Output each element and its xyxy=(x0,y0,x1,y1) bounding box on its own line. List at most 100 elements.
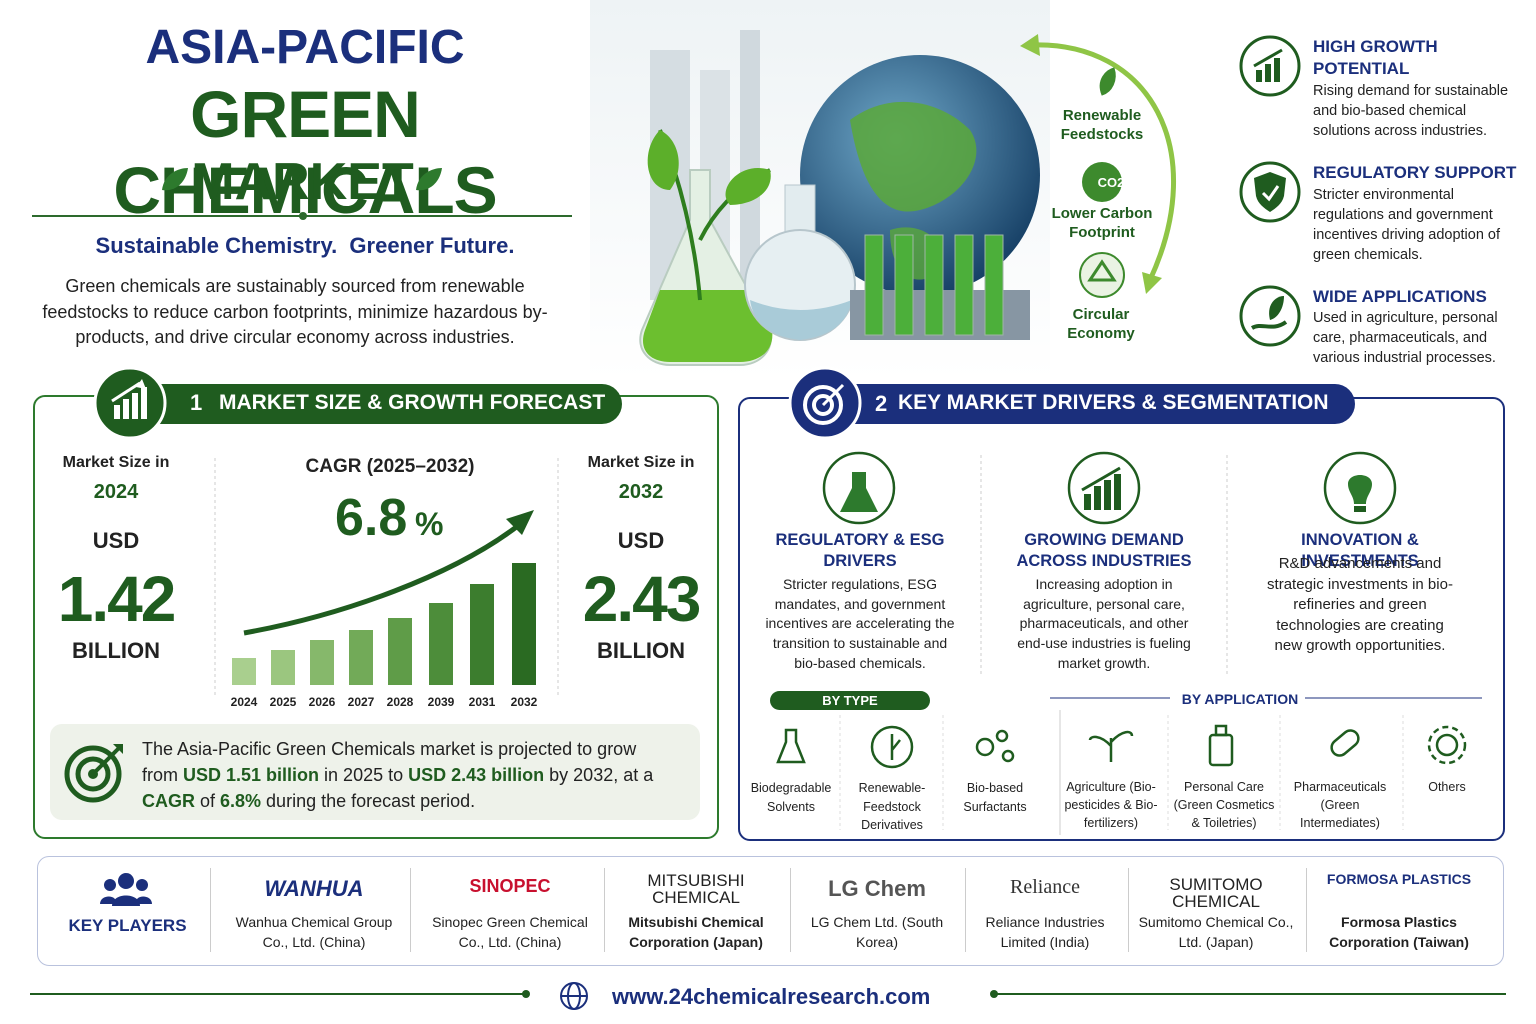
start-value: 1.42 xyxy=(57,563,177,635)
year-label: 2031 xyxy=(468,695,496,709)
summary-highlight: CAGR xyxy=(142,791,195,811)
title-line3: MARKET xyxy=(191,153,414,211)
highlight-text: Stricter environmental regulations and g… xyxy=(1313,187,1501,263)
end-unit: BILLION xyxy=(597,638,685,663)
summary-segment: The Asia-Pacific Green Chemicals market … xyxy=(142,739,637,785)
year-label: 2028 xyxy=(386,695,414,709)
type-label: Biodegradable Solvents xyxy=(750,781,832,814)
end-year: 2032 xyxy=(618,481,664,503)
co2-icon-text: CO2 xyxy=(1097,175,1125,190)
section2-header-bar xyxy=(845,384,1355,424)
player-logo: MITSUBISHI CHEMICAL xyxy=(647,871,745,907)
cagr-unit: % xyxy=(415,506,444,542)
section2-number: 2 xyxy=(875,391,888,416)
summary-text: The Asia-Pacific Green Chemicals market … xyxy=(142,736,662,814)
player-caption: Mitsubishi Chemical Corporation (Japan) xyxy=(628,914,764,950)
by-type-label: BY TYPE xyxy=(770,691,930,710)
segment-layout xyxy=(776,697,1482,835)
player-separator xyxy=(790,868,791,952)
driver-text: Increasing adoption in agriculture, pers… xyxy=(1017,576,1191,671)
hero-label: Circular Economy xyxy=(1067,306,1135,342)
driver-title: INNOVATION & INVESTMENTS xyxy=(1301,531,1419,570)
player-caption: Formosa Plastics Corporation (Taiwan) xyxy=(1329,914,1469,950)
growth-chart xyxy=(214,458,559,695)
highlight-text: Used in agriculture, personal care, phar… xyxy=(1313,310,1498,366)
summary-highlight: 6.8% xyxy=(220,791,262,811)
section2-title: KEY MARKET DRIVERS & SEGMENTATION xyxy=(898,391,1329,414)
divider xyxy=(32,212,572,220)
leaf-icon xyxy=(162,168,188,191)
summary-highlight: USD 2.43 billion xyxy=(408,765,545,785)
player-logo: LG Chem xyxy=(828,876,926,901)
title-line1: ASIA-PACIFIC xyxy=(145,21,465,74)
end-label: Market Size in xyxy=(587,454,695,471)
cagr-label: CAGR (2025–2032) xyxy=(305,456,475,477)
section1-icon xyxy=(93,366,167,440)
target-icon xyxy=(64,744,123,803)
player-separator xyxy=(410,868,411,952)
start-year: 2024 xyxy=(93,481,139,503)
player-separator xyxy=(210,868,211,952)
hero-label: Renewable Feedstocks xyxy=(1060,107,1144,143)
section1-number: 1 xyxy=(190,390,203,415)
player-logo: SUMITOMO CHEMICAL xyxy=(1169,875,1263,911)
footer-rule xyxy=(30,982,1506,1010)
player-caption: Reliance Industries Limited (India) xyxy=(985,914,1105,950)
highlight-title: REGULATORY SUPPORT xyxy=(1313,163,1517,182)
cagr-value: 6.8 xyxy=(335,489,408,547)
driver-title: GROWING DEMAND ACROSS INDUSTRIES xyxy=(1016,531,1192,570)
key-players-panel xyxy=(37,856,1504,966)
summary-segment: during the forecast period. xyxy=(261,791,476,811)
highlight-title: HIGH GROWTH POTENTIAL xyxy=(1313,37,1438,78)
summary-highlight: USD 1.51 billion xyxy=(183,765,320,785)
driver-icons xyxy=(822,451,1397,675)
hero-illustration xyxy=(590,0,1176,380)
player-separator xyxy=(604,868,605,952)
end-value: 2.43 xyxy=(582,563,702,635)
application-label: Personal Care (Green Cosmetics & Toiletr… xyxy=(1173,780,1275,830)
people-icon xyxy=(100,873,152,906)
footer-url: www.24chemicalresearch.com xyxy=(612,984,931,1009)
by-application-label: BY APPLICATION xyxy=(1181,691,1299,707)
driver-text: R&D advancements and strategic investmen… xyxy=(1267,555,1453,654)
leaf-icon xyxy=(416,168,442,191)
summary-segment: by 2032, at a xyxy=(544,765,654,785)
player-caption: Wanhua Chemical Group Co., Ltd. (China) xyxy=(235,914,393,950)
player-logo: FORMOSA PLASTICS xyxy=(1326,871,1472,887)
player-logo: SINOPEC xyxy=(469,876,551,896)
player-caption: Sumitomo Chemical Co., Ltd. (Japan) xyxy=(1138,914,1294,950)
start-currency: USD xyxy=(92,528,140,553)
type-label: Bio-based Surfactants xyxy=(963,781,1027,814)
description: Green chemicals are sustainably sourced … xyxy=(42,276,548,347)
application-label: Others xyxy=(1428,780,1466,794)
player-logo: WANHUA xyxy=(264,876,364,901)
key-players-label: KEY PLAYERS xyxy=(68,916,187,935)
highlight-text: Rising demand for sustainable and bio-ba… xyxy=(1313,83,1509,139)
start-label: Market Size in xyxy=(62,454,170,471)
year-label: 2026 xyxy=(308,695,336,709)
year-label: 2024 xyxy=(230,695,258,709)
player-logo: Reliance xyxy=(1010,876,1080,898)
player-caption: Sinopec Green Chemical Co., Ltd. (China) xyxy=(432,914,588,950)
highlight-icons xyxy=(1239,35,1301,347)
player-separator xyxy=(1306,868,1307,952)
type-label: Renewable-Feedstock Derivatives xyxy=(858,781,926,832)
summary-segment: in 2025 to xyxy=(319,765,409,785)
summary-box xyxy=(50,724,700,820)
section1-title: MARKET SIZE & GROWTH FORECAST xyxy=(219,391,606,414)
year-label: 2032 xyxy=(510,695,538,709)
section2-icon xyxy=(788,366,862,440)
year-label: 2025 xyxy=(269,695,297,709)
application-label: Agriculture (Bio-pesticides & Bio-fertil… xyxy=(1064,780,1158,830)
player-caption: LG Chem Ltd. (South Korea) xyxy=(810,914,944,950)
player-separator xyxy=(965,868,966,952)
year-label: 2027 xyxy=(347,695,375,709)
tagline: Sustainable Chemistry. Greener Future. xyxy=(95,233,515,258)
start-unit: BILLION xyxy=(72,638,160,663)
summary-segment: of xyxy=(195,791,221,811)
highlight-title: WIDE APPLICATIONS xyxy=(1313,287,1487,306)
title-line2: GREEN CHEMICALS xyxy=(113,77,497,227)
driver-title: REGULATORY & ESG DRIVERS xyxy=(775,531,945,570)
section1-header-bar xyxy=(150,384,622,424)
